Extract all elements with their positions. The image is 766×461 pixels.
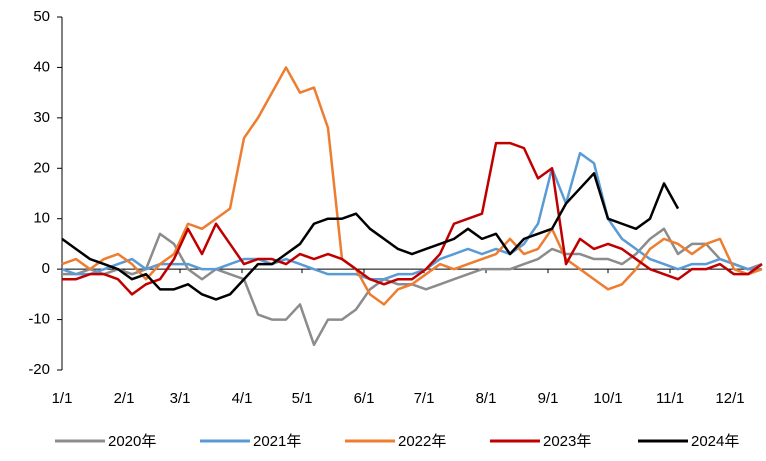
x-tick-label: 9/1 [538,390,559,407]
x-tick-label: 3/1 [170,390,191,407]
series-line [62,227,763,347]
legend-label: 2024年 [691,433,739,450]
y-tick-label: 0 [42,260,50,277]
legend-label: 2021年 [253,433,301,450]
y-tick-label: 20 [33,159,50,176]
x-tick-label: 12/1 [715,390,744,407]
x-tick-label: 2/1 [114,390,135,407]
series-line [61,66,763,306]
x-tick-label: 1/1 [52,390,73,407]
y-tick-label: 50 [33,8,50,25]
x-tick-label: 7/1 [414,390,435,407]
x-tick-label: 11/1 [656,390,684,407]
legend-label: 2023年 [543,433,591,450]
y-tick-label: 30 [33,109,50,126]
y-tick-label: 10 [33,210,50,227]
legend-label: 2022年 [398,433,446,450]
x-tick-label: 10/1 [593,390,622,407]
x-tick-label: 6/1 [354,390,375,407]
series-line [62,141,763,296]
y-tick-label: 40 [33,58,50,75]
series-line [61,172,680,301]
y-tick-label: -10 [28,311,50,328]
legend-label: 2020年 [108,433,156,450]
x-tick-label: 5/1 [292,390,313,407]
x-tick-label: 4/1 [232,390,253,407]
y-tick-label: -20 [28,361,50,378]
x-tick-label: 8/1 [476,390,497,407]
